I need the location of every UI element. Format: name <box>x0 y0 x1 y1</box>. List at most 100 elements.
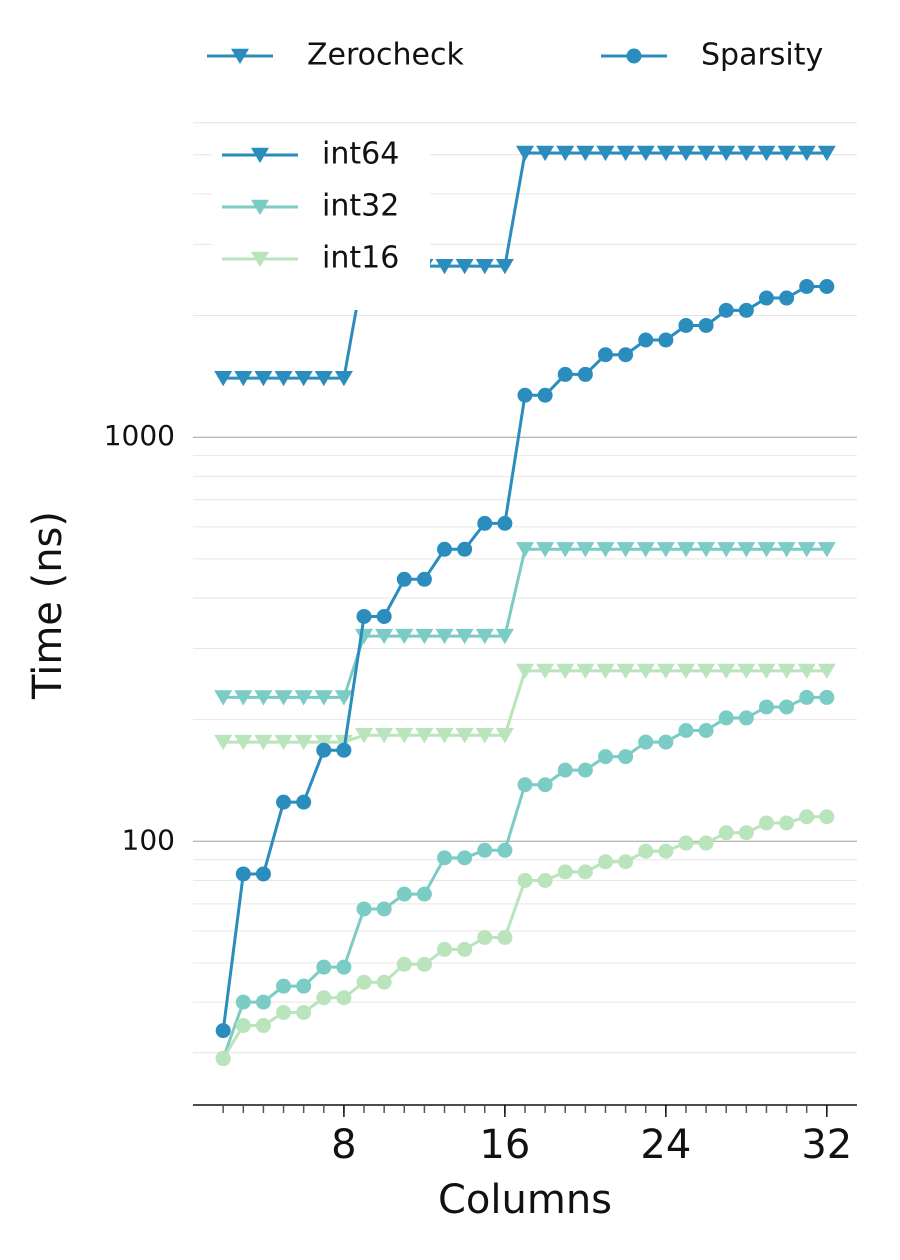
marker <box>737 663 756 680</box>
marker <box>235 866 251 882</box>
marker <box>676 542 695 558</box>
marker <box>234 734 253 751</box>
marker <box>294 690 313 706</box>
marker <box>698 722 714 738</box>
marker <box>556 145 575 162</box>
marker <box>316 959 332 975</box>
marker <box>336 959 352 975</box>
marker <box>737 542 756 558</box>
marker <box>251 147 269 164</box>
marker <box>697 663 716 680</box>
marker <box>777 145 796 162</box>
legend-label: Zerocheck <box>307 38 464 73</box>
marker <box>376 608 392 624</box>
series-line <box>223 669 827 744</box>
marker <box>475 728 494 744</box>
marker <box>779 290 795 306</box>
marker <box>618 347 634 363</box>
marker <box>817 145 836 162</box>
marker <box>819 689 835 705</box>
marker <box>416 571 432 587</box>
marker <box>477 929 493 945</box>
marker <box>779 699 795 715</box>
marker <box>296 1004 312 1020</box>
marker <box>757 542 776 558</box>
marker <box>618 749 634 765</box>
marker <box>557 864 573 880</box>
marker <box>577 762 593 778</box>
x-tick-label: 8 <box>331 1122 356 1168</box>
marker <box>676 145 695 162</box>
marker <box>797 145 816 162</box>
marker <box>517 387 533 403</box>
marker <box>334 370 353 387</box>
marker <box>495 628 514 645</box>
marker <box>638 332 654 348</box>
marker <box>638 734 654 750</box>
marker <box>477 515 493 531</box>
legend: Zerocheck Sparsity int64 int32 int16 <box>207 38 823 310</box>
marker <box>797 663 816 680</box>
marker <box>336 990 352 1006</box>
marker <box>495 258 514 275</box>
series-line <box>221 815 827 1060</box>
marker <box>597 347 613 363</box>
marker <box>437 941 453 957</box>
marker <box>475 258 494 275</box>
marker <box>658 332 674 348</box>
marker <box>537 872 553 888</box>
marker <box>274 734 293 751</box>
marker <box>576 145 595 162</box>
marker <box>678 722 694 738</box>
marker <box>616 542 635 558</box>
marker <box>799 809 815 825</box>
marker <box>537 777 553 793</box>
marker <box>254 690 273 706</box>
marker <box>457 941 473 957</box>
marker <box>235 994 251 1010</box>
marker <box>396 886 412 902</box>
marker <box>777 663 796 680</box>
marker <box>254 370 273 387</box>
marker <box>596 145 615 162</box>
grid: 100 1000 8 16 24 32 <box>104 122 857 1168</box>
legend-label: int32 <box>322 189 399 224</box>
marker <box>576 663 595 680</box>
marker <box>557 366 573 382</box>
marker <box>457 541 473 557</box>
marker <box>516 145 534 162</box>
marker <box>557 762 573 778</box>
marker <box>758 699 774 715</box>
marker <box>636 145 655 162</box>
x-tick-label: 32 <box>801 1122 852 1168</box>
marker <box>274 690 293 706</box>
marker <box>435 628 454 645</box>
marker <box>254 734 273 751</box>
marker <box>294 734 313 751</box>
marker <box>656 542 675 558</box>
legend-label: int16 <box>322 241 399 276</box>
marker <box>636 542 655 558</box>
marker <box>251 199 269 216</box>
marker <box>777 542 796 558</box>
marker <box>817 663 836 680</box>
marker <box>276 794 292 810</box>
marker <box>375 628 394 645</box>
marker <box>698 317 714 333</box>
marker <box>294 370 313 387</box>
marker <box>658 843 674 859</box>
marker <box>718 825 734 841</box>
marker <box>214 370 233 387</box>
marker <box>616 145 635 162</box>
marker <box>234 690 253 706</box>
marker <box>415 728 434 744</box>
marker <box>697 542 716 558</box>
marker <box>717 145 736 162</box>
marker <box>738 710 754 726</box>
marker <box>597 854 613 870</box>
marker <box>817 542 836 558</box>
marker <box>477 842 493 858</box>
marker <box>758 290 774 306</box>
marker <box>235 1018 251 1034</box>
